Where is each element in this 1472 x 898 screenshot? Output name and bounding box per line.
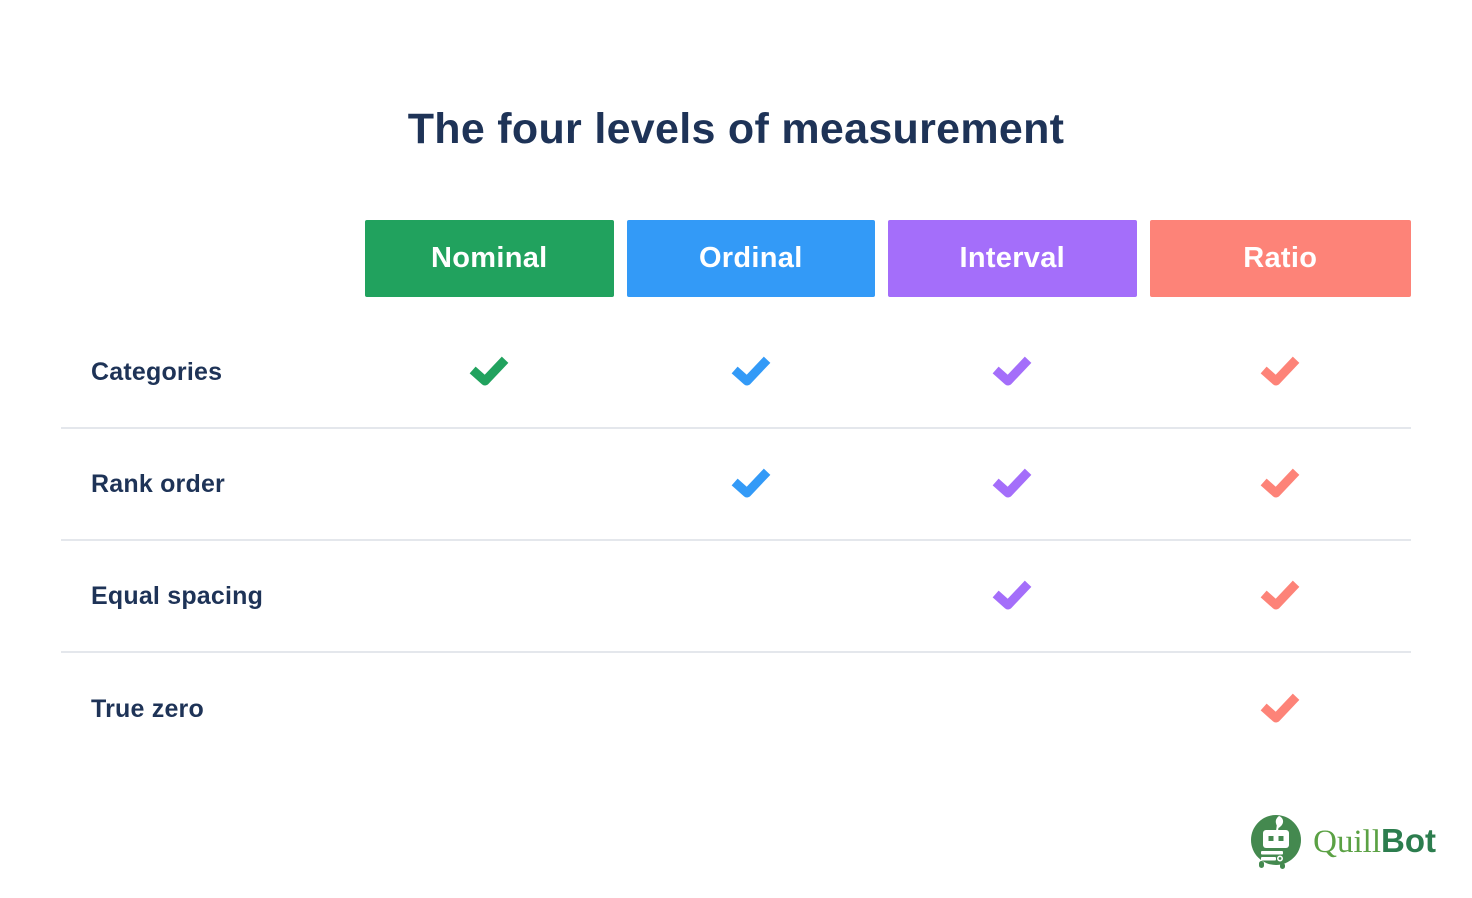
check-cell-ordinal bbox=[626, 317, 888, 429]
check-cell-ratio bbox=[1149, 429, 1411, 541]
check-icon bbox=[469, 356, 509, 386]
check-cell-nominal bbox=[365, 317, 627, 429]
check-cell-ratio bbox=[1150, 653, 1412, 765]
column-header-nominal: Nominal bbox=[365, 220, 614, 297]
check-cell-ratio bbox=[1149, 541, 1411, 653]
column-header-interval: Interval bbox=[888, 220, 1137, 297]
row-label: True zero bbox=[91, 694, 204, 723]
check-cell-ratio bbox=[1149, 317, 1411, 429]
check-icon bbox=[992, 356, 1032, 386]
row-label: Rank order bbox=[61, 429, 365, 541]
check-icon bbox=[731, 356, 771, 386]
measurement-table: Nominal Ordinal Interval Ratio Categories Ran… bbox=[61, 220, 1411, 765]
check-cell-interval bbox=[888, 429, 1150, 541]
check-icon bbox=[992, 580, 1032, 610]
column-header-cell-ratio: Ratio bbox=[1149, 220, 1411, 297]
column-header-cell-ordinal: Ordinal bbox=[626, 220, 889, 297]
check-icon bbox=[1260, 580, 1300, 610]
check-cell-ordinal bbox=[626, 541, 888, 653]
check-cell-nominal bbox=[365, 653, 627, 765]
quillbot-robot-icon bbox=[1251, 815, 1302, 869]
check-cell-nominal bbox=[365, 429, 627, 541]
check-cell-interval bbox=[888, 653, 1150, 765]
quillbot-wordmark: QuillBot bbox=[1313, 815, 1436, 868]
check-icon bbox=[731, 468, 771, 498]
column-header-ordinal: Ordinal bbox=[626, 220, 875, 297]
column-header-cell-nominal: Nominal bbox=[365, 220, 627, 297]
brand-quill-text: Quill bbox=[1313, 824, 1382, 860]
brand-bot-text: Bot bbox=[1381, 822, 1436, 859]
table-corner-spacer bbox=[61, 220, 365, 297]
header-gap-spacer bbox=[61, 297, 1411, 317]
quillbot-logo: QuillBot bbox=[1250, 813, 1436, 870]
check-icon bbox=[1260, 468, 1300, 498]
check-cell-ordinal bbox=[627, 653, 889, 765]
page-title: The four levels of measurement bbox=[407, 104, 1065, 153]
check-cell-interval bbox=[888, 541, 1150, 653]
check-icon bbox=[992, 468, 1032, 498]
check-cell-ordinal bbox=[626, 429, 888, 541]
check-icon bbox=[1260, 356, 1300, 386]
check-cell-nominal bbox=[365, 541, 627, 653]
column-header-cell-interval: Interval bbox=[888, 220, 1150, 297]
row-label: Equal spacing bbox=[61, 541, 365, 653]
check-cell-interval bbox=[888, 317, 1150, 429]
check-icon bbox=[1260, 693, 1300, 723]
row-label: Categories bbox=[61, 317, 365, 429]
column-header-ratio: Ratio bbox=[1149, 220, 1411, 297]
